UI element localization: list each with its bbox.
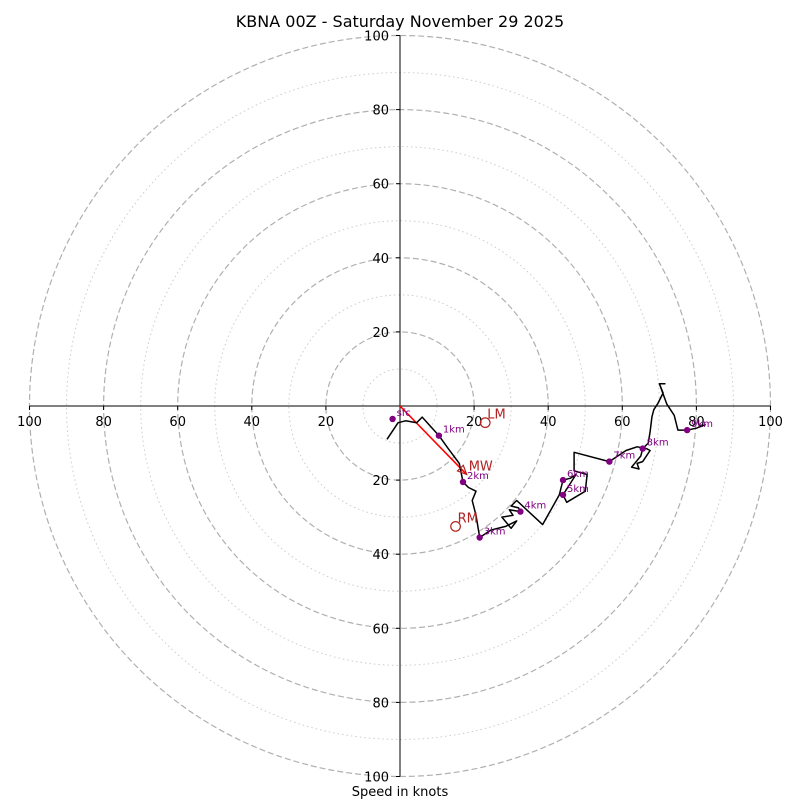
height-marker-label: 4km	[524, 501, 546, 512]
storm-motion-marker	[479, 417, 491, 429]
y-tick-label: 100	[364, 30, 389, 45]
y-tick-label: 80	[372, 696, 389, 711]
y-tick-label: 40	[372, 252, 389, 267]
height-marker-label: 5km	[567, 484, 589, 495]
y-tick-label: 100	[364, 771, 389, 786]
height-marker-dot	[559, 491, 567, 499]
storm-motion-marker	[456, 464, 468, 476]
storm-motion-label: MW	[469, 460, 493, 475]
storm-motion-label: RM	[458, 511, 478, 526]
storm-motion-marker	[450, 521, 461, 532]
x-tick-label: 60	[169, 415, 186, 430]
y-tick-label: 20	[372, 474, 389, 489]
height-marker-label: 3km	[484, 527, 506, 538]
bulk-shear-vector	[399, 405, 468, 476]
height-marker-dot	[459, 478, 467, 486]
chart-title: KBNA 00Z - Saturday November 29 2025	[236, 12, 564, 31]
storm-motion-label: LM	[487, 408, 505, 423]
x-axis-label: Speed in knots	[352, 785, 449, 800]
height-marker-label: 9km	[691, 419, 713, 430]
height-marker-dot	[476, 534, 483, 541]
x-tick-label: 40	[244, 415, 261, 430]
height-marker-dot	[389, 415, 396, 423]
y-tick-label: 80	[372, 104, 389, 119]
x-tick-label: 100	[758, 415, 783, 430]
height-marker-dot	[559, 476, 567, 484]
height-marker-dot	[435, 432, 443, 439]
x-tick-label: 20	[466, 415, 483, 430]
x-tick-label: 100	[17, 415, 42, 430]
height-marker-label: 7km	[613, 451, 635, 462]
height-marker-label: 2km	[467, 471, 489, 482]
height-marker-label: 8km	[647, 438, 669, 449]
shear-vector-line	[399, 405, 468, 476]
height-marker-label: 6km	[567, 469, 589, 480]
height-marker-dot	[517, 508, 524, 515]
y-tick-label: 40	[372, 548, 389, 563]
height-marker-dot	[639, 445, 646, 452]
height-marker-label: 1km	[443, 425, 465, 436]
height-marker-dot	[683, 426, 691, 434]
y-tick-label: 60	[372, 178, 389, 193]
hodograph-trace	[386, 383, 706, 539]
height-marker-dot	[606, 458, 613, 465]
y-tick-label: 60	[372, 622, 389, 637]
height-marker-label: sfc	[397, 408, 411, 419]
x-tick-label: 20	[318, 415, 335, 430]
hodograph-line	[386, 383, 706, 539]
tick-labels: 100 80 60 40 20 20 40 60 80 100 20 40 60 80 100 20 40 60 8…	[17, 30, 783, 786]
x-tick-label: 60	[614, 415, 631, 430]
y-tick-label: 20	[372, 326, 389, 341]
x-tick-label: 80	[95, 415, 112, 430]
storm-motion-markers: LM MW RM	[450, 408, 506, 532]
height-markers: sfc 1km 2km 3km 4km 5km 6km 7km 8km 9km	[389, 408, 713, 541]
x-tick-label: 40	[540, 415, 557, 430]
